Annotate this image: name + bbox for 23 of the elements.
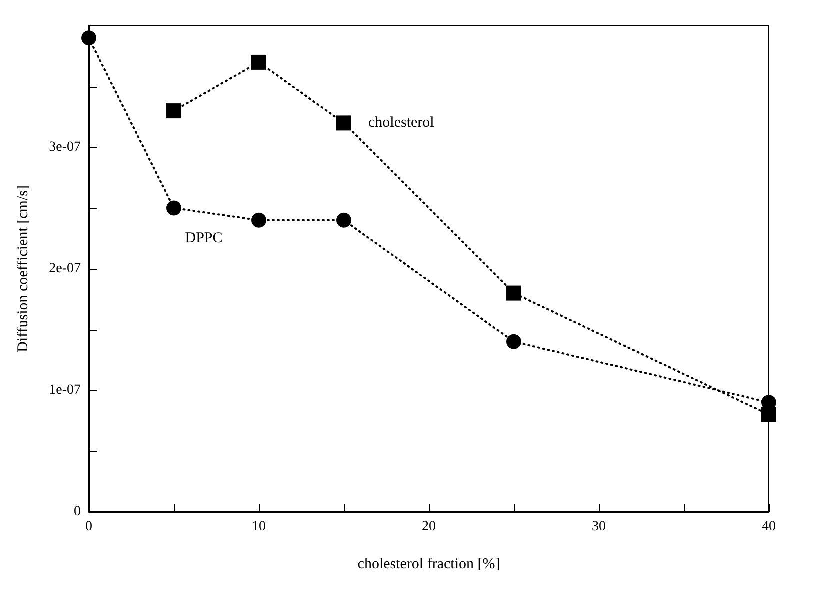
x-tick-label: 30: [592, 520, 606, 534]
x-tick-label: 40: [762, 520, 776, 534]
point: [762, 407, 776, 422]
point: [336, 212, 352, 228]
y-tick-label: 0: [74, 504, 81, 520]
point: [506, 286, 522, 301]
point: [252, 212, 266, 228]
series-label: cholesterol: [368, 115, 434, 132]
y-tick-label: 3e-07: [49, 140, 81, 155]
point: [506, 334, 522, 350]
y-axis-title: Diffusion coefficient [cm/s]: [16, 186, 32, 352]
x-tick-label: 20: [422, 520, 436, 534]
y-tick-label: 1e-07: [49, 383, 81, 398]
point: [252, 54, 266, 70]
x-axis-title: cholesterol fraction [%]: [358, 556, 500, 572]
x-tick-label: 0: [86, 520, 92, 534]
y-tick-label: 2e-07: [49, 262, 81, 276]
series-label: DPPC: [185, 230, 223, 246]
point: [336, 116, 352, 131]
x-tick-label: 10: [252, 520, 266, 534]
point: [82, 30, 96, 46]
point: [166, 200, 182, 216]
point: [166, 104, 182, 119]
